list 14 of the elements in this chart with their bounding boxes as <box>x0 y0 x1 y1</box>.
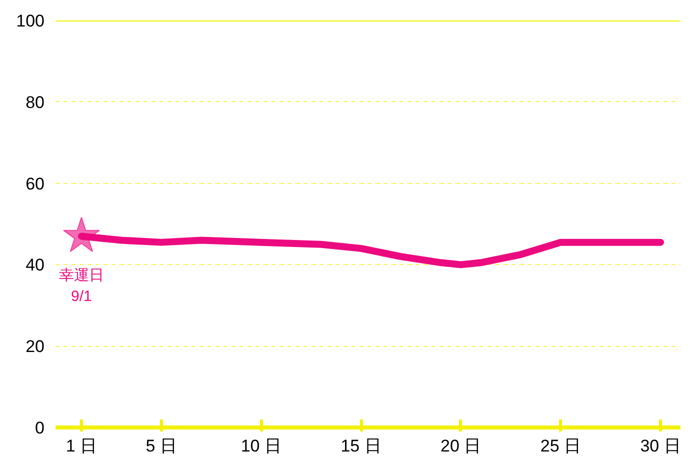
x-tick-label: 15 日 <box>340 436 382 456</box>
y-tick-label: 80 <box>26 92 45 112</box>
annotation: 幸運日 9/1 <box>58 267 104 306</box>
x-tick-label: 25 日 <box>540 436 582 456</box>
y-tick-label: 40 <box>26 256 45 275</box>
x-tick-label: 30 日 <box>640 436 681 456</box>
x-tick-label: 1 日 <box>66 436 98 456</box>
y-tick-label: 60 <box>26 174 45 194</box>
x-tick-label: 10 日 <box>240 436 282 456</box>
x-tick-label: 5 日 <box>146 436 177 456</box>
y-tick-label: 100 <box>16 12 45 30</box>
y-tick-label: 20 <box>26 337 45 356</box>
y-tick-label: 0 <box>35 418 45 438</box>
x-tick-label: 20 日 <box>440 436 482 456</box>
